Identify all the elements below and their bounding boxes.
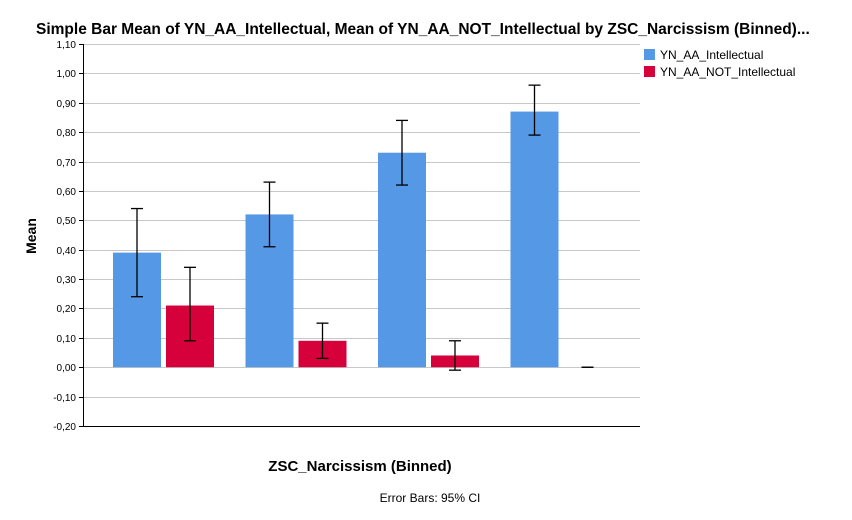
legend-swatch-not-intellectual [644,66,655,77]
y-tick-label: 0,80 [57,128,77,139]
y-tick-label: 0,10 [57,334,77,345]
x-axis-title: ZSC_Narcissism (Binned) [268,458,452,475]
y-tick-label: 0,20 [57,304,77,315]
error-bar-note: Error Bars: 95% CI [379,491,481,505]
y-tick-label: 0,40 [57,246,77,257]
y-tick-label: 0,30 [57,275,77,286]
chart-title: Simple Bar Mean of YN_AA_Intellectual, M… [36,21,810,38]
y-tick-label: 0,00 [57,363,77,374]
bar-0-2 [378,152,426,368]
legend: YN_AA_Intellectual YN_AA_NOT_Intellectua… [644,46,795,80]
legend-label-not-intellectual: YN_AA_NOT_Intellectual [660,64,796,79]
legend-label-intellectual: YN_AA_Intellectual [660,47,764,62]
bar-0-3 [510,111,559,368]
y-tick-label: 0,60 [57,187,77,198]
legend-item-not-intellectual: YN_AA_NOT_Intellectual [644,63,795,80]
y-axis-title: Mean [23,218,39,254]
legend-item-intellectual: YN_AA_Intellectual [644,46,795,63]
y-tick-label: 0,90 [57,99,77,110]
y-tick-label: 0,70 [57,158,77,169]
y-tick-label: -0,20 [53,422,76,433]
y-tick-label: 1,10 [57,40,77,51]
y-tick-label: 1,00 [57,69,77,80]
y-tick-label: 0,50 [57,216,77,227]
y-tick-label: -0,10 [53,393,76,404]
legend-swatch-intellectual [644,49,655,60]
